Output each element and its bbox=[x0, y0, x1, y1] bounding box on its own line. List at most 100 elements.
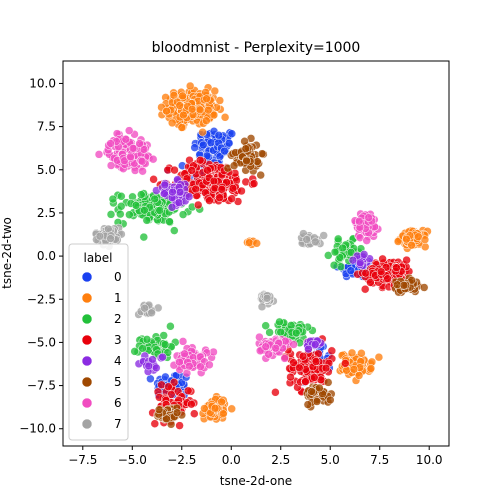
point-label-6 bbox=[138, 166, 147, 176]
point-label-6 bbox=[271, 343, 280, 353]
point-label-5 bbox=[256, 170, 265, 180]
point-label-1 bbox=[414, 232, 423, 241]
point-label-2 bbox=[178, 210, 188, 219]
point-label-5 bbox=[323, 378, 333, 387]
point-label-2 bbox=[139, 232, 149, 242]
point-label-3 bbox=[215, 193, 224, 202]
point-label-6 bbox=[94, 150, 104, 159]
point-label-2 bbox=[275, 317, 284, 327]
point-label-4 bbox=[152, 363, 161, 373]
point-label-1 bbox=[347, 348, 357, 358]
point-label-0 bbox=[161, 372, 170, 382]
point-label-5 bbox=[326, 395, 335, 405]
point-label-5 bbox=[303, 400, 313, 409]
point-label-5 bbox=[312, 397, 322, 406]
point-label-4 bbox=[311, 340, 320, 349]
point-label-1 bbox=[357, 349, 366, 358]
point-label-0 bbox=[214, 131, 224, 140]
point-label-1 bbox=[210, 86, 220, 96]
point-label-3 bbox=[209, 176, 219, 186]
legend: label 0 1 2 3 4 5 6 7 bbox=[68, 243, 129, 441]
point-label-2 bbox=[333, 234, 343, 244]
point-label-3 bbox=[175, 421, 184, 430]
legend-marker-6 bbox=[81, 397, 93, 409]
point-label-1 bbox=[178, 91, 187, 101]
x-tick-label: 7.5 bbox=[370, 453, 389, 467]
point-label-4 bbox=[144, 361, 154, 371]
point-label-6 bbox=[128, 144, 138, 153]
point-label-3 bbox=[298, 352, 308, 361]
point-label-5 bbox=[253, 157, 262, 166]
point-label-4 bbox=[174, 198, 184, 207]
point-label-3 bbox=[271, 388, 280, 397]
point-label-2 bbox=[138, 344, 147, 353]
point-label-3 bbox=[289, 358, 298, 367]
point-label-2 bbox=[142, 216, 152, 225]
point-label-6 bbox=[178, 337, 188, 346]
point-label-3 bbox=[286, 372, 295, 382]
point-label-5 bbox=[229, 161, 239, 170]
point-label-0 bbox=[199, 140, 208, 150]
point-label-7 bbox=[262, 293, 272, 303]
point-label-5 bbox=[172, 408, 182, 417]
point-label-3 bbox=[378, 254, 387, 264]
point-label-4 bbox=[348, 255, 358, 265]
legend-label-3: 3 bbox=[114, 333, 122, 347]
legend-label-2: 2 bbox=[114, 312, 122, 326]
point-label-3 bbox=[310, 373, 319, 382]
x-axis-label: tsne-2d-one bbox=[220, 474, 292, 488]
point-label-6 bbox=[106, 139, 115, 148]
point-label-6 bbox=[364, 213, 373, 222]
point-label-3 bbox=[311, 357, 321, 366]
point-label-3 bbox=[170, 165, 179, 175]
legend-label-7: 7 bbox=[114, 417, 122, 431]
point-label-3 bbox=[249, 179, 259, 188]
point-label-2 bbox=[338, 243, 347, 253]
point-label-4 bbox=[168, 187, 177, 197]
point-label-1 bbox=[217, 397, 226, 407]
point-label-6 bbox=[205, 360, 214, 370]
point-label-3 bbox=[190, 409, 199, 418]
point-label-5 bbox=[241, 144, 251, 153]
point-label-3 bbox=[383, 274, 392, 283]
point-label-4 bbox=[355, 258, 365, 268]
point-label-2 bbox=[130, 347, 139, 356]
x-tick-label: 10.0 bbox=[416, 453, 443, 467]
point-label-2 bbox=[324, 251, 333, 260]
point-label-4 bbox=[148, 355, 157, 364]
y-tick-label: 5.0 bbox=[37, 163, 56, 177]
point-label-6 bbox=[126, 152, 135, 162]
point-label-3 bbox=[237, 186, 246, 196]
point-label-6 bbox=[120, 156, 129, 165]
point-label-7 bbox=[302, 235, 311, 244]
point-label-3 bbox=[191, 184, 200, 194]
point-label-0 bbox=[220, 146, 229, 156]
point-label-1 bbox=[200, 404, 209, 413]
point-label-1 bbox=[185, 81, 195, 91]
point-label-3 bbox=[164, 382, 173, 391]
point-label-1 bbox=[195, 105, 205, 115]
point-label-3 bbox=[228, 184, 238, 193]
point-label-2 bbox=[137, 190, 146, 199]
point-label-5 bbox=[242, 156, 251, 166]
point-label-7 bbox=[106, 234, 115, 243]
point-label-6 bbox=[185, 361, 194, 371]
point-label-1 bbox=[342, 366, 351, 375]
point-label-5 bbox=[399, 281, 409, 290]
point-label-2 bbox=[116, 202, 126, 211]
point-label-7 bbox=[311, 237, 320, 247]
point-label-3 bbox=[341, 359, 350, 368]
point-label-5 bbox=[307, 387, 316, 396]
point-label-1 bbox=[162, 106, 171, 116]
point-label-7 bbox=[319, 231, 328, 240]
point-label-7 bbox=[147, 308, 156, 318]
plot-frame bbox=[62, 60, 450, 447]
y-tick-label: 2.5 bbox=[37, 206, 56, 220]
point-label-3 bbox=[149, 175, 158, 184]
point-label-7 bbox=[95, 231, 105, 241]
point-label-3 bbox=[187, 166, 196, 175]
point-label-2 bbox=[155, 206, 164, 215]
point-label-6 bbox=[280, 354, 289, 363]
point-label-1 bbox=[227, 404, 236, 414]
point-label-5 bbox=[419, 283, 429, 292]
